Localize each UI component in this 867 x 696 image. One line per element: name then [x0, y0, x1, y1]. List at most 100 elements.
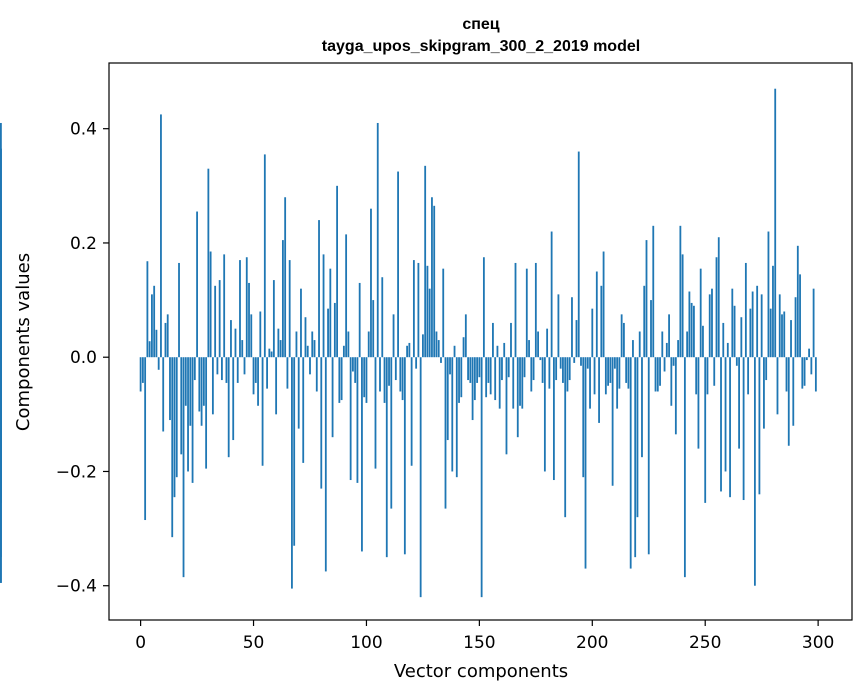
- bar-150: [478, 357, 481, 378]
- bar-182: [550, 231, 553, 358]
- bar-77: [313, 340, 316, 358]
- bar-161: [503, 342, 506, 358]
- bar-265: [738, 357, 740, 449]
- bar-211: [616, 357, 619, 409]
- bar-67: [291, 357, 293, 589]
- bar-197: [584, 357, 587, 569]
- y-tick-label: 0.0: [70, 348, 97, 368]
- bar-37: [223, 254, 226, 358]
- bar-256: [717, 237, 720, 358]
- bar-127: [426, 265, 429, 358]
- y-tick-label: 0.4: [70, 120, 97, 140]
- bar-240: [681, 254, 684, 358]
- bar-248: [699, 268, 702, 358]
- bar-298: [812, 288, 815, 358]
- bar-63: [281, 240, 284, 358]
- bar-198: [586, 357, 589, 369]
- bar-163: [507, 357, 510, 378]
- bar-185: [557, 294, 560, 358]
- bar-165: [512, 357, 515, 409]
- bar-54: [261, 357, 264, 466]
- bar-219: [634, 357, 637, 558]
- bar-267: [742, 357, 745, 501]
- bar-297: [810, 357, 813, 375]
- bar-0: [139, 357, 142, 392]
- bar-43: [236, 357, 239, 383]
- bar-172: [528, 340, 530, 358]
- bar-65: [286, 357, 289, 389]
- bar-138: [451, 357, 454, 472]
- bar-263: [733, 305, 736, 358]
- bar-19: [182, 357, 185, 578]
- bar-50: [252, 357, 255, 395]
- bar-31: [209, 251, 212, 358]
- bar-224: [645, 240, 648, 358]
- bar-159: [498, 357, 501, 409]
- bar-4: [148, 341, 151, 358]
- bar-271: [751, 291, 754, 358]
- bar-39: [227, 357, 230, 458]
- bar-242: [686, 331, 689, 358]
- bar-277: [765, 357, 768, 381]
- bar-undefined: [0, 122, 2, 358]
- bar-141: [458, 357, 460, 403]
- bar-237: [674, 357, 677, 435]
- bar-209: [611, 357, 614, 486]
- bar-12: [166, 314, 169, 358]
- bar-95: [354, 357, 357, 383]
- bar-81: [322, 254, 325, 358]
- bar-71: [300, 288, 302, 358]
- bar-26: [198, 357, 201, 412]
- bar-144: [464, 314, 467, 358]
- chart-title-line-2: tayga_upos_skipgram_300_2_2019 model: [322, 38, 640, 55]
- bar-undefined: [0, 308, 2, 358]
- bar-169: [521, 357, 524, 409]
- bar-75: [309, 357, 311, 375]
- bar-279: [769, 308, 772, 358]
- bar-88: [338, 357, 341, 403]
- bar-220: [636, 357, 639, 518]
- bar-274: [758, 357, 761, 495]
- bar-183: [552, 357, 555, 481]
- bar-143: [462, 337, 465, 358]
- bar-190: [568, 357, 571, 381]
- bar-180: [546, 328, 549, 358]
- bar-76: [311, 331, 314, 358]
- bar-64: [284, 197, 287, 358]
- bar-206: [604, 357, 607, 395]
- bar-15: [173, 357, 176, 498]
- bar-200: [591, 308, 594, 358]
- bar-181: [548, 357, 551, 389]
- x-axis-label: Vector components: [394, 661, 568, 682]
- bar-236: [672, 357, 675, 366]
- bar-73: [304, 317, 307, 358]
- bar-22: [189, 357, 192, 426]
- bar-215: [625, 357, 628, 383]
- bar-170: [523, 357, 526, 378]
- bar-44: [239, 260, 241, 358]
- bar-160: [501, 357, 503, 381]
- bar-285: [783, 311, 786, 358]
- bar-280: [772, 265, 774, 358]
- bar-293: [801, 357, 804, 389]
- bar-255: [715, 257, 718, 358]
- bar-110: [388, 357, 390, 386]
- bar-125: [422, 334, 424, 358]
- bar-28: [202, 357, 205, 406]
- bar-14: [171, 357, 174, 538]
- bar-270: [749, 308, 752, 358]
- bar-244: [690, 302, 693, 358]
- x-tick-label: 100: [350, 633, 382, 653]
- bar-52: [257, 357, 259, 406]
- bar-261: [729, 357, 731, 498]
- bar-196: [582, 357, 585, 478]
- bar-47: [245, 257, 248, 358]
- bar-294: [803, 357, 806, 386]
- bar-193: [575, 320, 578, 358]
- bar-203: [598, 357, 600, 423]
- bar-217: [629, 357, 632, 569]
- bar-17: [178, 262, 180, 358]
- bar-175: [534, 262, 537, 358]
- bar-42: [234, 328, 237, 358]
